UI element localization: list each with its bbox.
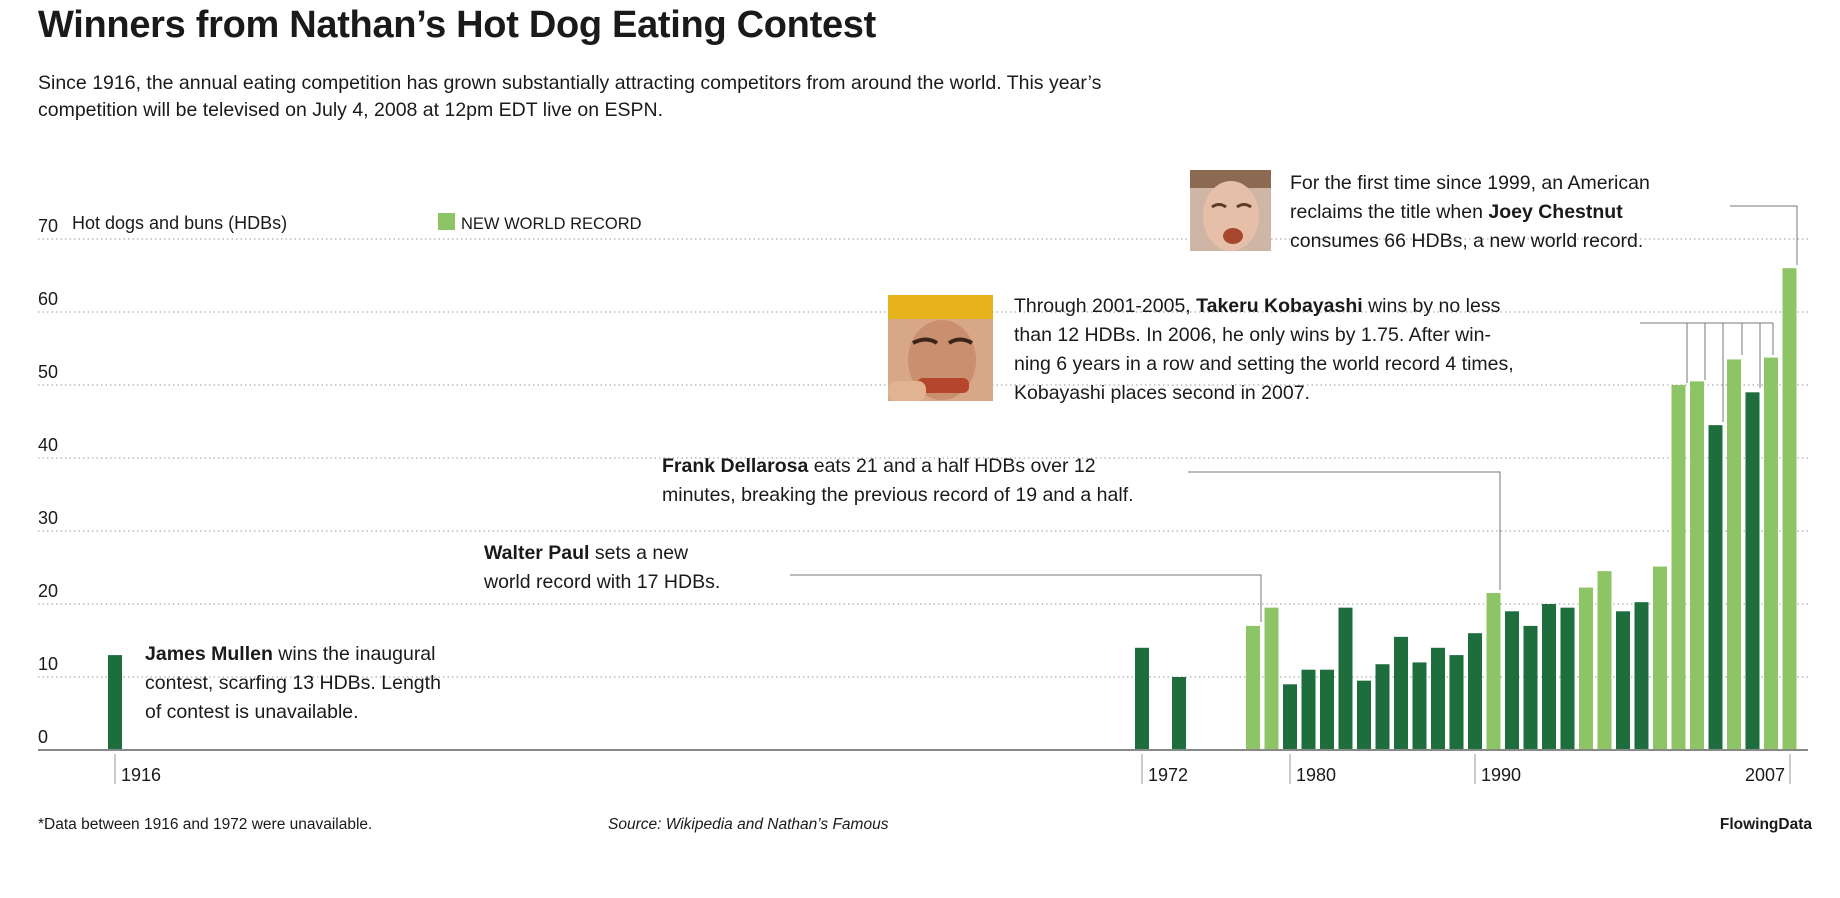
y-tick-labels: 0 10 20 30 40 50 60 70 bbox=[38, 216, 58, 747]
annotation-line: minutes, breaking the previous record of… bbox=[662, 484, 1134, 506]
chestnut-photo bbox=[1190, 170, 1271, 251]
annotation-3: Frank Dellarosa eats 21 and a half HDBs … bbox=[662, 455, 1134, 506]
bar-1996 bbox=[1579, 587, 1593, 750]
y-tick-label: 10 bbox=[38, 654, 58, 674]
bar-1984 bbox=[1357, 680, 1371, 750]
bar-chart: 0 10 20 30 40 50 60 70 1916 1972 1980 1990 2007 Hot… bbox=[38, 170, 1808, 785]
footnote: *Data between 1916 and 1972 were unavail… bbox=[38, 816, 373, 833]
x-tick-labels: 1916 1972 1980 1990 2007 bbox=[114, 754, 1791, 785]
bar-1997 bbox=[1597, 571, 1612, 750]
annotation-4: Through 2001-2005, Takeru Kobayashi wins… bbox=[1014, 295, 1514, 404]
annotation-line: Walter Paul sets a new bbox=[484, 542, 689, 564]
annotation-line: contest, scarfing 13 HDBs. Length bbox=[145, 672, 441, 694]
annotation-line: of contest is unavailable. bbox=[145, 701, 359, 723]
y-axis-label: Hot dogs and buns (HDBs) bbox=[72, 213, 287, 233]
legend-label: NEW WORLD RECORD bbox=[461, 215, 642, 233]
bar-2005 bbox=[1745, 392, 1760, 750]
bar-1988 bbox=[1431, 647, 1445, 750]
annotation-line: than 12 HDBs. In 2006, he only wins by 1… bbox=[1014, 324, 1491, 346]
y-tick-label: 40 bbox=[38, 435, 58, 455]
annotation-5: For the first time since 1999, an Americ… bbox=[1290, 172, 1650, 252]
bar-1972 bbox=[1135, 647, 1149, 750]
source-note: Source: Wikipedia and Nathan’s Famous bbox=[608, 816, 889, 833]
y-tick-label: 60 bbox=[38, 289, 58, 309]
chart-title: Winners from Nathan’s Hot Dog Eating Con… bbox=[38, 4, 876, 46]
y-tick-label: 50 bbox=[38, 362, 58, 382]
annotation-line: reclaims the title when Joey Chestnut bbox=[1290, 201, 1623, 223]
bar-2007 bbox=[1782, 268, 1797, 750]
x-tick-label: 1980 bbox=[1296, 765, 1336, 785]
bar-1989 bbox=[1449, 655, 1464, 750]
annotation-line: Through 2001-2005, Takeru Kobayashi wins… bbox=[1014, 295, 1501, 317]
annotation-line: Kobayashi places second in 2007. bbox=[1014, 382, 1310, 404]
bar-1980 bbox=[1283, 684, 1297, 750]
x-tick-label: 2007 bbox=[1745, 765, 1785, 785]
y-tick-label: 70 bbox=[38, 216, 58, 236]
bar-1993 bbox=[1523, 625, 1538, 750]
bar-1991 bbox=[1486, 593, 1501, 750]
x-tick-label: 1990 bbox=[1481, 765, 1521, 785]
x-tick-label: 1972 bbox=[1148, 765, 1188, 785]
x-tick-label: 1916 bbox=[121, 765, 161, 785]
annotation-1: James Mullen wins the inaugural contest, … bbox=[145, 643, 441, 723]
leader-line bbox=[1730, 205, 1798, 265]
annotation-line: Frank Dellarosa eats 21 and a half HDBs … bbox=[662, 455, 1096, 477]
annotation-line: consumes 66 HDBs, a new world record. bbox=[1290, 230, 1643, 252]
bar-1983 bbox=[1338, 607, 1353, 750]
bar-2001 bbox=[1671, 385, 1686, 750]
annotation-leaders bbox=[790, 205, 1798, 622]
bar-1982 bbox=[1320, 669, 1334, 750]
bar-1974 bbox=[1172, 677, 1186, 750]
bar-1986 bbox=[1394, 636, 1408, 750]
bar-1992 bbox=[1505, 611, 1519, 750]
leader-line bbox=[1188, 471, 1501, 590]
bar-1998 bbox=[1616, 611, 1630, 750]
bar-1916 bbox=[108, 655, 122, 750]
annotation-2: Walter Paul sets a new world record with … bbox=[483, 542, 720, 593]
bar-1978 bbox=[1246, 625, 1260, 750]
bars bbox=[108, 268, 1797, 750]
annotation-line: For the first time since 1999, an Americ… bbox=[1290, 172, 1650, 194]
leader-line bbox=[790, 574, 1262, 622]
bar-1990 bbox=[1468, 633, 1482, 750]
bar-1999 bbox=[1634, 602, 1649, 750]
y-tick-label: 30 bbox=[38, 508, 58, 528]
bar-1981 bbox=[1301, 669, 1316, 750]
bar-1985 bbox=[1375, 664, 1390, 750]
y-tick-label: 20 bbox=[38, 581, 58, 601]
bar-1994 bbox=[1542, 604, 1556, 750]
bar-2000 bbox=[1653, 566, 1667, 750]
bar-2004 bbox=[1727, 359, 1741, 750]
legend-swatch-record bbox=[438, 213, 455, 230]
bar-2002 bbox=[1690, 381, 1704, 750]
annotation-line: ning 6 years in a row and setting the wo… bbox=[1014, 353, 1514, 375]
bar-2003 bbox=[1708, 425, 1723, 750]
bar-1995 bbox=[1560, 607, 1575, 750]
bar-1979 bbox=[1264, 607, 1279, 750]
kobayashi-photo bbox=[888, 295, 993, 401]
annotations: James Mullen wins the inaugural contest, … bbox=[145, 172, 1650, 723]
bar-1987 bbox=[1412, 662, 1427, 750]
chart-subtitle: Since 1916, the annual eating competitio… bbox=[38, 72, 1102, 121]
annotation-line: James Mullen wins the inaugural bbox=[145, 643, 436, 665]
y-tick-label: 0 bbox=[38, 727, 48, 747]
annotation-line: world record with 17 HDBs. bbox=[483, 571, 720, 593]
credit: FlowingData bbox=[1719, 816, 1812, 833]
bar-2006 bbox=[1764, 357, 1778, 750]
